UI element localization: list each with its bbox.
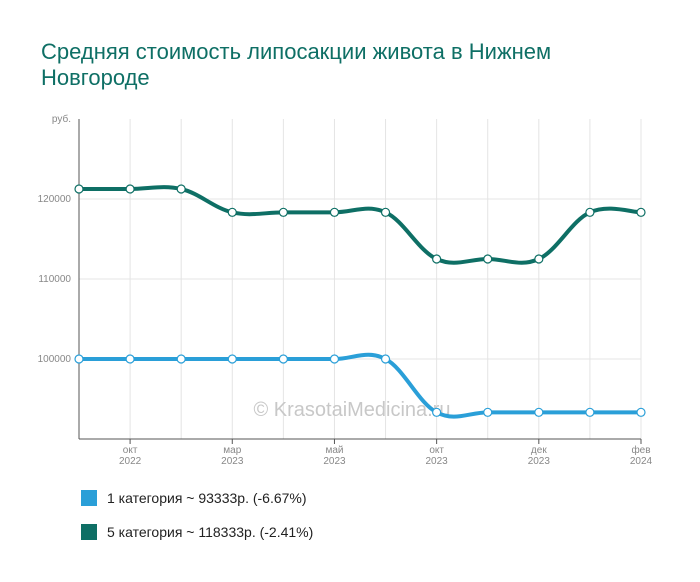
data-point[interactable]: [329, 354, 340, 364]
series-layer: [74, 184, 646, 419]
x-tick-label: май 2023: [323, 445, 346, 467]
data-point[interactable]: [432, 407, 442, 417]
series-category-5: [74, 184, 646, 265]
data-point[interactable]: [585, 207, 595, 217]
x-tick-label: фев 2024: [630, 444, 653, 467]
data-point[interactable]: [125, 184, 135, 194]
x-tick-label: дек 2023: [528, 445, 551, 467]
y-axis-label: руб.: [52, 113, 71, 125]
data-point[interactable]: [227, 354, 237, 364]
grid-lines: [78, 119, 642, 439]
data-point[interactable]: [636, 407, 646, 417]
legend-item-category-1[interactable]: 1 категория ~ 93333р. (-6.67%): [81, 490, 307, 506]
watermark: © KrasotaiMedicina.ru: [253, 399, 450, 421]
data-point[interactable]: [74, 354, 84, 364]
data-point[interactable]: [176, 354, 186, 364]
data-point[interactable]: [74, 184, 84, 194]
y-tick-label: 110000: [38, 274, 71, 285]
data-point[interactable]: [534, 254, 544, 264]
data-point[interactable]: [636, 207, 646, 217]
data-point[interactable]: [585, 407, 595, 417]
y-tick-label: 120000: [38, 194, 72, 205]
data-point[interactable]: [483, 254, 493, 264]
data-point[interactable]: [534, 407, 544, 417]
legend-swatch: [81, 524, 97, 540]
data-point[interactable]: [278, 354, 288, 364]
data-point[interactable]: [380, 207, 391, 217]
series-category-1: [74, 352, 646, 419]
y-tick-label: 100000: [38, 354, 72, 365]
data-point[interactable]: [125, 354, 135, 364]
axes: 100000 110000 120000 руб. окт 2022 мар 2023 май 2…: [38, 113, 653, 467]
data-point[interactable]: [329, 207, 340, 217]
legend-item-category-5[interactable]: 5 категория ~ 118333р. (-2.41%): [81, 524, 313, 540]
legend-label: 5 категория ~ 118333р. (-2.41%): [107, 524, 314, 540]
data-point[interactable]: [278, 207, 288, 217]
data-point[interactable]: [432, 254, 442, 264]
data-point[interactable]: [380, 354, 391, 364]
legend-label: 1 категория ~ 93333р. (-6.67%): [107, 490, 307, 506]
x-tick-label: окт 2022: [119, 445, 142, 467]
series-line: [78, 185, 642, 265]
x-tick-label: окт 2023: [426, 445, 449, 467]
data-point[interactable]: [176, 184, 186, 194]
data-point[interactable]: [483, 407, 493, 417]
x-tick-label: мар 2023: [221, 445, 244, 467]
legend-swatch: [81, 490, 97, 506]
data-point[interactable]: [227, 207, 237, 217]
chart-title: Средняя стоимость липосакции живота в Ни…: [41, 39, 552, 90]
